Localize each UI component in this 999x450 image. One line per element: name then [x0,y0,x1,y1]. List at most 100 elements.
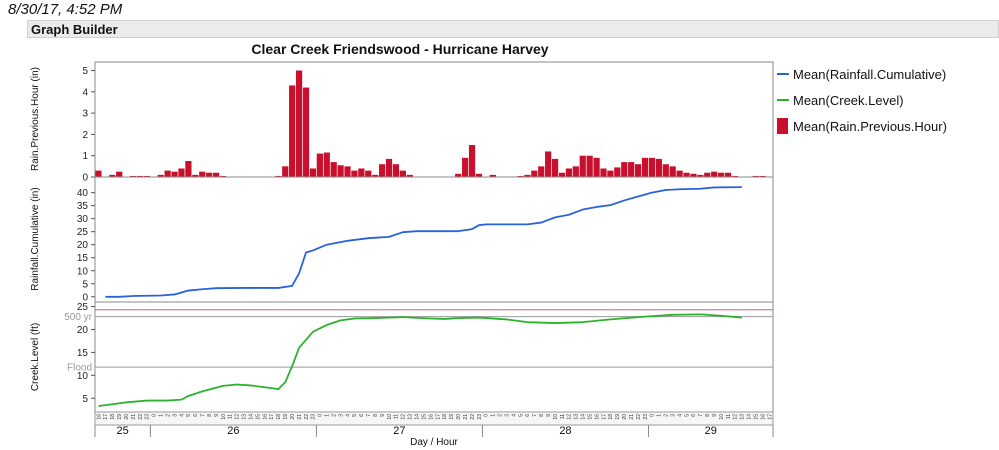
creek-plot-frame [94,301,774,413]
rain-bar[interactable] [344,166,351,177]
rain-bar[interactable] [662,164,669,177]
rain-bar[interactable] [358,168,365,177]
cumulative-ytick-label: 25 [77,227,89,238]
rain-ytick-label: 5 [82,66,88,77]
rain-bar[interactable] [614,167,621,177]
rain-bar[interactable] [676,170,683,177]
hour-tick-label: 7 [698,414,704,417]
rain-bar[interactable] [212,172,220,177]
rain-bar[interactable] [704,172,711,177]
rain-bar[interactable] [116,171,123,177]
rain-bar[interactable] [199,171,206,177]
rain-bar[interactable] [586,155,593,177]
rain-bar[interactable] [316,153,323,177]
rain-bar[interactable] [399,170,406,177]
rain-bar[interactable] [365,170,372,177]
rain-bar[interactable] [551,158,559,177]
hour-tick-label: 22 [138,414,144,420]
rain-bar[interactable] [711,171,718,177]
hour-tick-label: 21 [629,414,635,420]
rain-bar[interactable] [129,175,137,177]
hour-tick-label: 2 [498,414,504,417]
hour-tick-label: 12 [567,414,573,420]
rain-bar[interactable] [206,172,213,177]
hour-tick-label: 9 [214,414,220,417]
rain-bar[interactable] [524,174,531,177]
rain-bar[interactable] [468,145,476,177]
hour-tick-label: 10 [221,414,227,420]
rain-bar[interactable] [655,158,662,177]
rain-bar[interactable] [697,174,704,177]
creek-ytick-label: 10 [77,371,89,382]
rain-bar[interactable] [378,164,386,177]
rain-bar[interactable] [648,157,656,177]
rain-bar[interactable] [385,158,393,177]
rain-bar[interactable] [634,164,642,177]
hour-tick-label: 4 [179,414,185,417]
hour-tick-label: 4 [511,414,517,417]
rain-bar[interactable] [143,175,151,177]
rain-bar[interactable] [731,175,739,177]
rain-bar[interactable] [372,174,379,177]
rain-bar[interactable] [565,168,573,177]
rain-bar[interactable] [628,162,635,177]
rain-bar[interactable] [323,152,330,177]
rain-bar[interactable] [455,173,462,177]
rain-bar[interactable] [309,168,317,177]
rain-bar[interactable] [579,155,586,177]
rain-bar[interactable] [621,162,628,177]
rain-bar[interactable] [95,170,102,177]
rain-bar[interactable] [683,172,690,177]
rain-bar[interactable] [275,175,282,177]
rain-bar[interactable] [406,174,413,177]
hour-tick-label: 16 [760,414,766,420]
hour-tick-label: 11 [726,414,732,419]
graph-builder-header[interactable]: Graph Builder [27,20,999,38]
rain-bar[interactable] [109,174,116,177]
rain-bar[interactable] [531,170,538,177]
rain-bar[interactable] [302,87,310,177]
rain-bar[interactable] [351,170,358,177]
rain-bar[interactable] [178,168,185,177]
hour-tick-label: 2 [165,414,171,417]
rain-bar[interactable] [192,174,199,177]
rain-bar[interactable] [295,70,303,177]
rain-bar[interactable] [717,172,725,177]
hour-tick-label: 15 [754,414,760,420]
rain-bar[interactable] [641,157,649,177]
creek-level-line[interactable] [98,313,742,407]
rain-bar[interactable] [517,175,524,177]
rain-bar[interactable] [337,165,344,177]
rain-bar[interactable] [607,170,614,177]
rain-bar[interactable] [759,175,766,177]
rain-bar[interactable] [282,166,289,177]
rain-bar[interactable] [330,162,337,177]
creek-panel: Creek.Level (ft) 500 yr Flood 5 10 15 20 25 [30,301,774,413]
rain-bar[interactable] [593,157,600,177]
rain-bar[interactable] [136,175,144,177]
rain-bar[interactable] [164,170,171,177]
rain-bar[interactable] [545,151,552,177]
rain-bar[interactable] [462,157,469,177]
cumulative-rainfall-line[interactable] [105,186,742,298]
rain-bar[interactable] [157,174,164,177]
rain-bar[interactable] [558,172,566,177]
rain-bar[interactable] [690,173,697,177]
rain-bar[interactable] [171,171,178,177]
rain-bar[interactable] [538,166,545,177]
rain-bar[interactable] [185,161,192,177]
creek-ytick-label: 25 [77,302,89,313]
rain-bar[interactable] [475,173,483,177]
rain-bar[interactable] [489,174,496,177]
rain-bar[interactable] [724,172,732,177]
rain-ytick-label: 4 [82,87,88,98]
rain-bar[interactable] [289,85,296,177]
cumulative-axis-label: Rainfall.Cumulative (in) [30,187,41,290]
creek-ytick-label: 20 [77,325,89,336]
rain-bar[interactable] [600,168,607,177]
rain-bar[interactable] [669,166,676,177]
rain-bar[interactable] [219,175,227,177]
rain-bar[interactable] [752,175,759,177]
rain-bar[interactable] [392,164,400,177]
rain-bar[interactable] [572,166,579,177]
